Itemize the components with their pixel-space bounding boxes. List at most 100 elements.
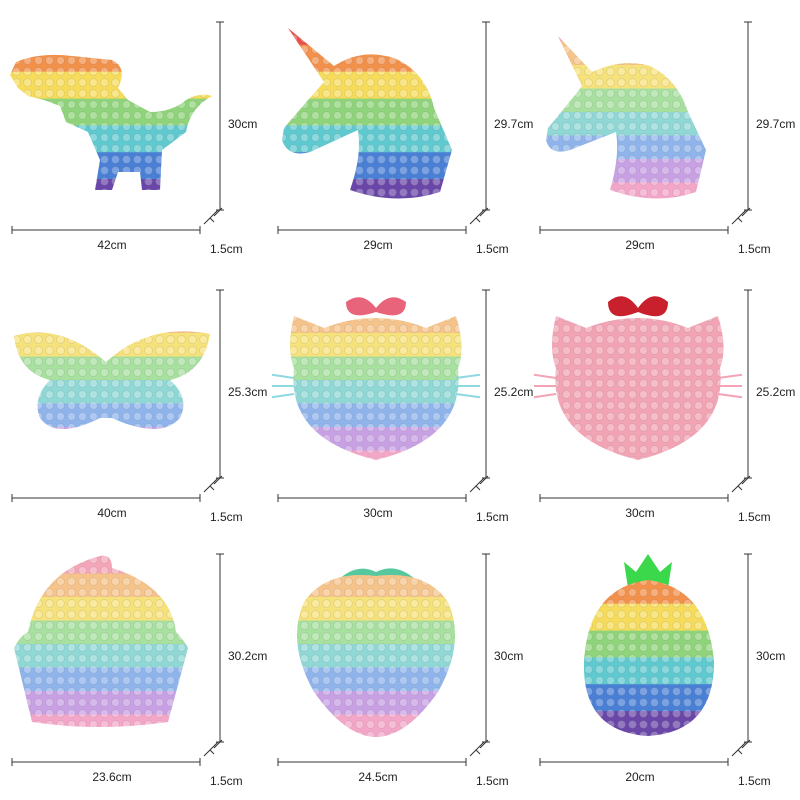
width-dimension xyxy=(11,758,201,766)
stripe xyxy=(14,331,210,334)
toy-shape xyxy=(14,555,188,727)
stripe xyxy=(0,18,220,45)
depth-label: 1.5cm xyxy=(210,774,243,788)
height-dimension xyxy=(482,553,490,743)
height-label: 29.7cm xyxy=(494,117,533,131)
crown xyxy=(624,554,672,588)
height-dimension xyxy=(216,21,224,211)
product-item: 29.7cm 29cm 1.5cm xyxy=(539,21,795,256)
whisker xyxy=(717,373,743,379)
depth-label: 1.5cm xyxy=(738,510,771,524)
height-label: 25.2cm xyxy=(494,385,533,399)
height-label: 29.7cm xyxy=(756,117,795,131)
whisker xyxy=(533,373,557,379)
height-dimension xyxy=(744,21,752,211)
whisker xyxy=(717,393,743,399)
bow xyxy=(346,297,406,316)
width-label: 42cm xyxy=(97,238,126,252)
width-label: 24.5cm xyxy=(358,770,397,784)
width-label: 30cm xyxy=(363,506,392,520)
width-dimension xyxy=(11,226,201,234)
depth-dimension xyxy=(731,207,751,225)
width-label: 20cm xyxy=(625,770,654,784)
height-dimension xyxy=(482,289,490,479)
product-item: 30cm 24.5cm 1.5cm xyxy=(266,550,523,788)
depth-dimension xyxy=(469,207,489,225)
width-dimension xyxy=(277,226,467,234)
depth-label: 1.5cm xyxy=(738,242,771,256)
width-dimension xyxy=(539,758,729,766)
toy-shape xyxy=(0,286,220,475)
width-dimension xyxy=(11,494,201,502)
stripe xyxy=(0,286,220,310)
width-dimension xyxy=(277,758,467,766)
stripe xyxy=(266,550,486,574)
product-item: 29.7cm 29cm 1.5cm xyxy=(277,21,533,256)
depth-label: 1.5cm xyxy=(210,242,243,256)
whisker xyxy=(271,373,295,379)
product-item: 30cm 20cm 1.5cm xyxy=(539,553,785,788)
toy-shape xyxy=(282,28,452,199)
stripe xyxy=(546,41,706,66)
depth-dimension xyxy=(203,739,223,757)
bubbles xyxy=(296,575,456,738)
height-dimension xyxy=(216,289,224,479)
stripe xyxy=(0,451,220,475)
depth-dimension xyxy=(731,475,751,493)
stripe xyxy=(546,36,706,42)
toy-shape xyxy=(266,286,486,460)
width-label: 40cm xyxy=(97,506,126,520)
depth-label: 1.5cm xyxy=(210,510,243,524)
depth-dimension xyxy=(203,475,223,493)
product-item: 25.2cm 30cm 1.5cm xyxy=(266,286,533,524)
bubbles xyxy=(282,28,452,199)
bubbles xyxy=(290,316,462,460)
width-dimension xyxy=(539,494,729,502)
bubbles xyxy=(10,54,212,190)
bubbles xyxy=(552,316,724,460)
height-dimension xyxy=(744,553,752,743)
depth-label: 1.5cm xyxy=(476,774,509,788)
height-dimension xyxy=(482,21,490,211)
height-label: 25.2cm xyxy=(756,385,795,399)
stripe xyxy=(266,286,486,310)
height-label: 30cm xyxy=(228,117,257,131)
depth-dimension xyxy=(203,207,223,225)
toy-shape xyxy=(0,18,220,190)
height-label: 25.3cm xyxy=(228,385,267,399)
bow xyxy=(608,296,668,317)
depth-dimension xyxy=(731,739,751,757)
width-dimension xyxy=(539,226,729,234)
stripe xyxy=(14,427,210,429)
bubbles xyxy=(583,580,714,736)
width-dimension xyxy=(277,494,467,502)
height-label: 30cm xyxy=(756,649,785,663)
product-item: 30.2cm 23.6cm 1.5cm xyxy=(11,553,267,788)
width-label: 23.6cm xyxy=(92,770,131,784)
whisker xyxy=(455,393,481,399)
depth-dimension xyxy=(469,475,489,493)
depth-dimension xyxy=(469,739,489,757)
width-label: 30cm xyxy=(625,506,654,520)
bubbles xyxy=(14,555,188,727)
bubbles xyxy=(546,36,706,199)
whisker xyxy=(271,393,295,399)
height-label: 30.2cm xyxy=(228,649,267,663)
toy-shape xyxy=(546,36,706,199)
whisker xyxy=(533,393,557,399)
toy-shape xyxy=(583,580,714,736)
product-item: 25.3cm 40cm 1.5cm xyxy=(0,286,267,524)
depth-label: 1.5cm xyxy=(476,510,509,524)
whisker xyxy=(455,373,481,379)
bubbles xyxy=(14,331,210,429)
height-dimension xyxy=(216,553,224,743)
product-item: 25.2cm 30cm 1.5cm xyxy=(533,289,795,524)
width-label: 29cm xyxy=(625,238,654,252)
toy-shape xyxy=(552,316,724,460)
depth-label: 1.5cm xyxy=(738,774,771,788)
depth-label: 1.5cm xyxy=(476,242,509,256)
product-item: 30cm 42cm 1.5cm xyxy=(0,18,257,256)
height-label: 30cm xyxy=(494,649,523,663)
width-label: 29cm xyxy=(363,238,392,252)
